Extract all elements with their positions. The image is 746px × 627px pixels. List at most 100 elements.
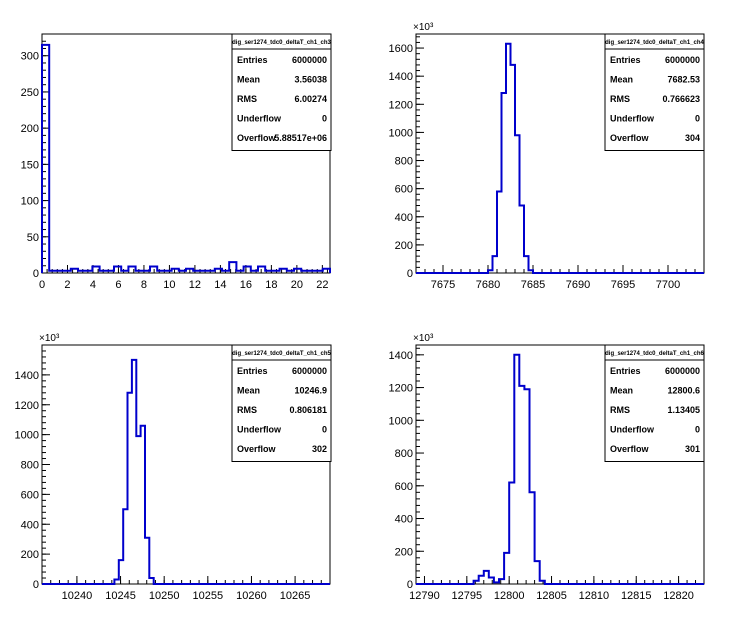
y-tick-label: 200 bbox=[21, 123, 39, 135]
x-tick-label: 4 bbox=[90, 279, 96, 291]
histogram-series bbox=[416, 353, 704, 585]
stats-value: 6000000 bbox=[665, 366, 700, 376]
stats-value: 6000000 bbox=[665, 55, 700, 65]
x-tick-label: 22 bbox=[316, 279, 328, 291]
stats-value: 6000000 bbox=[292, 366, 327, 376]
x-tick-label: 0 bbox=[39, 279, 45, 291]
y-tick-label: 200 bbox=[395, 240, 413, 252]
y-tick-label: 0 bbox=[407, 268, 413, 280]
x-tick-label: 7695 bbox=[611, 279, 635, 291]
y-tick-label: 1400 bbox=[389, 350, 413, 362]
stats-box bbox=[231, 33, 332, 151]
stats-label: RMS bbox=[610, 405, 630, 415]
stats-label: Entries bbox=[237, 366, 268, 376]
stats-label: Overflow bbox=[237, 444, 277, 454]
stats-value: 301 bbox=[685, 444, 700, 454]
histogram-title: dig_ser1274_tdc0_deltaT_ch1_ch6 bbox=[605, 351, 704, 357]
stats-value: 0 bbox=[695, 114, 700, 124]
stats-value: 302 bbox=[312, 444, 327, 454]
stats-value: 0.766623 bbox=[662, 94, 700, 104]
x-tick-label: 7685 bbox=[521, 279, 545, 291]
x-tick-label: 16 bbox=[240, 279, 252, 291]
y-tick-label: 300 bbox=[21, 51, 39, 63]
y-tick-label: 200 bbox=[395, 546, 413, 558]
y-tick-label: 1600 bbox=[389, 43, 413, 55]
x-tick-label: 12810 bbox=[579, 590, 610, 602]
x-tick-label: 12 bbox=[189, 279, 201, 291]
stats-value: 0.806181 bbox=[289, 405, 327, 415]
y-tick-label: 1200 bbox=[15, 400, 39, 412]
x-tick-label: 20 bbox=[291, 279, 303, 291]
y-tick-label: 800 bbox=[395, 156, 413, 168]
stats-label: RMS bbox=[237, 94, 257, 104]
y-tick-label: 1400 bbox=[389, 71, 413, 83]
stats-label: RMS bbox=[237, 405, 257, 415]
x-tick-label: 7700 bbox=[656, 279, 680, 291]
y-tick-label: 1000 bbox=[389, 415, 413, 427]
x-tick-label: 6 bbox=[115, 279, 121, 291]
y-tick-label: 250 bbox=[21, 87, 39, 99]
stats-value: 5.88517e+06 bbox=[274, 133, 327, 143]
x-tick-label: 12815 bbox=[621, 590, 652, 602]
stats-box bbox=[604, 344, 705, 462]
y-tick-label: 50 bbox=[27, 232, 39, 244]
stats-value: 10246.9 bbox=[294, 386, 327, 396]
stats-label: Mean bbox=[237, 386, 260, 396]
x-tick-label: 18 bbox=[265, 279, 277, 291]
x-tick-label: 10245 bbox=[105, 590, 136, 602]
x-tick-label: 12820 bbox=[663, 590, 694, 602]
y-tick-label: 200 bbox=[21, 549, 39, 561]
stats-value: 1.13405 bbox=[667, 405, 700, 415]
y-tick-label: 1400 bbox=[15, 370, 39, 382]
stats-label: Entries bbox=[610, 366, 641, 376]
histogram-title: dig_ser1274_tdc0_deltaT_ch1_ch5 bbox=[232, 351, 331, 357]
stats-label: RMS bbox=[610, 94, 630, 104]
stats-value: 0 bbox=[322, 114, 327, 124]
y-tick-label: 400 bbox=[395, 212, 413, 224]
stats-label: Overflow bbox=[237, 133, 277, 143]
x-tick-label: 12790 bbox=[409, 590, 440, 602]
stats-label: Underflow bbox=[610, 425, 655, 435]
y-tick-label: 150 bbox=[21, 159, 39, 171]
x-tick-label: 14 bbox=[214, 279, 226, 291]
y-tick-label: 1000 bbox=[389, 127, 413, 139]
stats-label: Mean bbox=[237, 75, 260, 85]
y-tick-label: 1200 bbox=[389, 383, 413, 395]
y-tick-label: 400 bbox=[21, 519, 39, 531]
x-tick-label: 12800 bbox=[494, 590, 525, 602]
y-tick-label: 600 bbox=[395, 481, 413, 493]
stats-label: Underflow bbox=[237, 114, 282, 124]
x-tick-label: 10240 bbox=[62, 590, 93, 602]
y-tick-label: 600 bbox=[395, 184, 413, 196]
y-tick-label: 1200 bbox=[389, 99, 413, 111]
y-tick-label: 0 bbox=[33, 268, 39, 280]
histogram-series bbox=[42, 358, 330, 585]
x-tick-label: 10255 bbox=[193, 590, 224, 602]
histogram-title: dig_ser1274_tdc0_deltaT_ch1_ch3 bbox=[232, 40, 331, 46]
stats-value: 6.00274 bbox=[294, 94, 327, 104]
stats-label: Underflow bbox=[610, 114, 655, 124]
y-exponent-label: ×10³ bbox=[39, 333, 60, 344]
stats-label: Overflow bbox=[610, 444, 650, 454]
x-tick-label: 10250 bbox=[149, 590, 180, 602]
y-tick-label: 100 bbox=[21, 196, 39, 208]
x-tick-label: 10 bbox=[163, 279, 175, 291]
x-tick-label: 7680 bbox=[476, 279, 500, 291]
stats-value: 7682.53 bbox=[667, 75, 700, 85]
x-tick-label: 7675 bbox=[431, 279, 455, 291]
y-tick-label: 800 bbox=[21, 460, 39, 472]
stats-label: Underflow bbox=[237, 425, 282, 435]
x-tick-label: 2 bbox=[64, 279, 70, 291]
x-tick-label: 10265 bbox=[280, 590, 311, 602]
stats-label: Mean bbox=[610, 75, 633, 85]
histogram-series bbox=[416, 42, 704, 274]
y-exponent-label: ×10³ bbox=[413, 333, 434, 344]
y-tick-label: 800 bbox=[395, 448, 413, 460]
histogram-series bbox=[41, 43, 331, 273]
y-tick-label: 400 bbox=[395, 514, 413, 526]
stats-value: 304 bbox=[685, 133, 700, 143]
y-exponent-label: ×10³ bbox=[413, 22, 434, 33]
stats-box bbox=[231, 344, 332, 462]
